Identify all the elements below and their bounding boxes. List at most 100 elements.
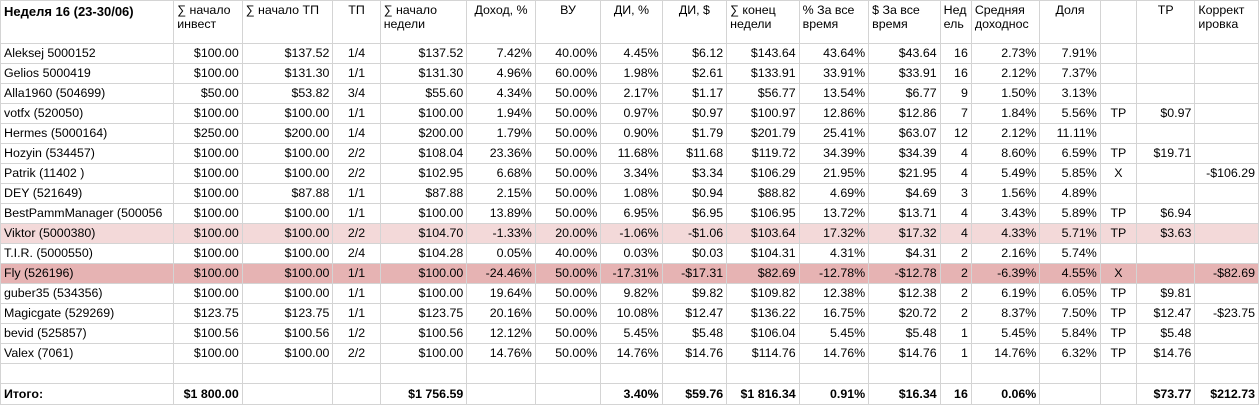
cell-pct-all-time: 17.32% bbox=[798, 223, 870, 244]
header-di-usd: ДИ, $ bbox=[661, 0, 728, 44]
cell-start-invest: $50.00 bbox=[173, 83, 243, 104]
cell-account-name: Gelios 5000419 bbox=[0, 63, 175, 84]
cell-start-invest: $100.00 bbox=[173, 243, 243, 264]
cell-end-week: $143.64 bbox=[726, 43, 800, 64]
empty-cell bbox=[970, 363, 1041, 384]
header-start-invest: ∑ начало инвест bbox=[173, 0, 243, 44]
cell-vu: 50.00% bbox=[534, 303, 602, 324]
cell-tp-flag: TP bbox=[1099, 343, 1138, 364]
cell-usd-all-time: $4.31 bbox=[868, 243, 941, 264]
cell-usd-all-time: $6.77 bbox=[868, 83, 941, 104]
table-row: Valex (7061) $100.00 $100.00 2/2 $100.00 14.7… bbox=[0, 343, 1259, 364]
cell-share: 7.37% bbox=[1039, 63, 1101, 84]
cell-tp: 2/2 bbox=[332, 163, 381, 184]
cell-start-week: $55.60 bbox=[379, 83, 468, 104]
header-end-week: ∑ конец недели bbox=[726, 0, 800, 44]
cell-vu: 50.00% bbox=[534, 103, 602, 124]
cell-di-pct: 1.08% bbox=[600, 183, 663, 204]
cell-end-week: $106.95 bbox=[726, 203, 800, 224]
cell-avg-yield: 1.50% bbox=[970, 83, 1041, 104]
cell-avg-yield: 5.45% bbox=[970, 323, 1041, 344]
cell-tp: 1/4 bbox=[332, 43, 381, 64]
cell-week: 2 bbox=[939, 243, 972, 264]
header-tr: ТР bbox=[1135, 0, 1196, 44]
cell-tp: 2/2 bbox=[332, 143, 381, 164]
cell-start-week: $100.56 bbox=[379, 323, 468, 344]
cell-week: 1 bbox=[939, 343, 972, 364]
cell-di-pct: 9.82% bbox=[600, 283, 663, 304]
cell-tp-flag: TP bbox=[1099, 223, 1138, 244]
cell-di-usd: $0.97 bbox=[661, 103, 728, 124]
cell-di-pct: 5.45% bbox=[600, 323, 663, 344]
cell-tr bbox=[1135, 183, 1196, 204]
cell-tp-flag: X bbox=[1099, 263, 1138, 284]
total-correction: $212.73 bbox=[1194, 383, 1259, 405]
cell-correction bbox=[1194, 343, 1259, 364]
total-tr: $73.77 bbox=[1135, 383, 1196, 405]
cell-start-week: $100.00 bbox=[379, 203, 468, 224]
cell-tr bbox=[1135, 163, 1196, 184]
cell-tr: $12.47 bbox=[1135, 303, 1196, 324]
cell-vu: 50.00% bbox=[534, 123, 602, 144]
cell-tp: 1/1 bbox=[332, 63, 381, 84]
cell-correction bbox=[1194, 183, 1259, 204]
cell-avg-yield: 6.19% bbox=[970, 283, 1041, 304]
header-start-week: ∑ начало недели bbox=[379, 0, 468, 44]
cell-start-tp: $100.00 bbox=[241, 263, 334, 284]
cell-tr: $6.94 bbox=[1135, 203, 1196, 224]
cell-avg-yield: 8.37% bbox=[970, 303, 1041, 324]
table-row: Hozyin (534457) $100.00 $100.00 2/2 $108.04 2… bbox=[0, 143, 1259, 164]
cell-avg-yield: 1.84% bbox=[970, 103, 1041, 124]
cell-tp-flag: TP bbox=[1099, 303, 1138, 324]
cell-start-week: $108.04 bbox=[379, 143, 468, 164]
cell-start-invest: $100.00 bbox=[173, 63, 243, 84]
cell-week: 2 bbox=[939, 303, 972, 324]
cell-usd-all-time: $20.72 bbox=[868, 303, 941, 324]
total-pct-all-time: 0.91% bbox=[798, 383, 870, 405]
cell-vu: 20.00% bbox=[534, 223, 602, 244]
table-row: Viktor (5000380) $100.00 $100.00 2/2 $104.70… bbox=[0, 223, 1259, 244]
empty-cell bbox=[379, 363, 468, 384]
header-tp: ТП bbox=[332, 0, 381, 44]
table-row: T.I.R. (5000550) $100.00 $100.00 2/4 $104.28… bbox=[0, 243, 1259, 264]
cell-di-usd: $5.48 bbox=[661, 323, 728, 344]
cell-vu: 50.00% bbox=[534, 183, 602, 204]
cell-start-week: $87.88 bbox=[379, 183, 468, 204]
cell-start-tp: $100.00 bbox=[241, 223, 334, 244]
cell-correction bbox=[1194, 43, 1259, 64]
cell-tp: 2/4 bbox=[332, 243, 381, 264]
header-vu: ВУ bbox=[534, 0, 602, 44]
cell-account-name: Fly (526196) bbox=[0, 263, 175, 284]
cell-di-usd: -$1.06 bbox=[661, 223, 728, 244]
cell-start-invest: $100.00 bbox=[173, 343, 243, 364]
cell-start-invest: $100.00 bbox=[173, 43, 243, 64]
cell-pct-all-time: 4.31% bbox=[798, 243, 870, 264]
cell-start-invest: $100.00 bbox=[173, 183, 243, 204]
cell-di-pct: 0.90% bbox=[600, 123, 663, 144]
cell-pct-all-time: 13.72% bbox=[798, 203, 870, 224]
table-row: Magicgate (529269) $123.75 $123.75 1/1 $123.… bbox=[0, 303, 1259, 324]
cell-correction bbox=[1194, 123, 1259, 144]
cell-di-pct: 14.76% bbox=[600, 343, 663, 364]
cell-income-pct: 6.68% bbox=[466, 163, 536, 184]
total-week: 16 bbox=[939, 383, 972, 405]
cell-avg-yield: 14.76% bbox=[970, 343, 1041, 364]
total-start-week: $1 756.59 bbox=[379, 383, 468, 405]
cell-pct-all-time: 33.91% bbox=[798, 63, 870, 84]
cell-week: 16 bbox=[939, 63, 972, 84]
cell-tp: 1/2 bbox=[332, 323, 381, 344]
table-row: BestPammManager (500056 $100.00 $100.00 1/1… bbox=[0, 203, 1259, 224]
cell-account-name: T.I.R. (5000550) bbox=[0, 243, 175, 264]
cell-start-tp: $100.00 bbox=[241, 103, 334, 124]
cell-income-pct: 20.16% bbox=[466, 303, 536, 324]
cell-start-invest: $100.56 bbox=[173, 323, 243, 344]
cell-week: 4 bbox=[939, 163, 972, 184]
header-usd-all-time: $ За все время bbox=[868, 0, 941, 44]
cell-week: 12 bbox=[939, 123, 972, 144]
cell-pct-all-time: 12.86% bbox=[798, 103, 870, 124]
total-income-pct bbox=[466, 383, 536, 405]
cell-end-week: $114.76 bbox=[726, 343, 800, 364]
cell-usd-all-time: $12.38 bbox=[868, 283, 941, 304]
cell-start-tp: $87.88 bbox=[241, 183, 334, 204]
cell-week: 4 bbox=[939, 223, 972, 244]
